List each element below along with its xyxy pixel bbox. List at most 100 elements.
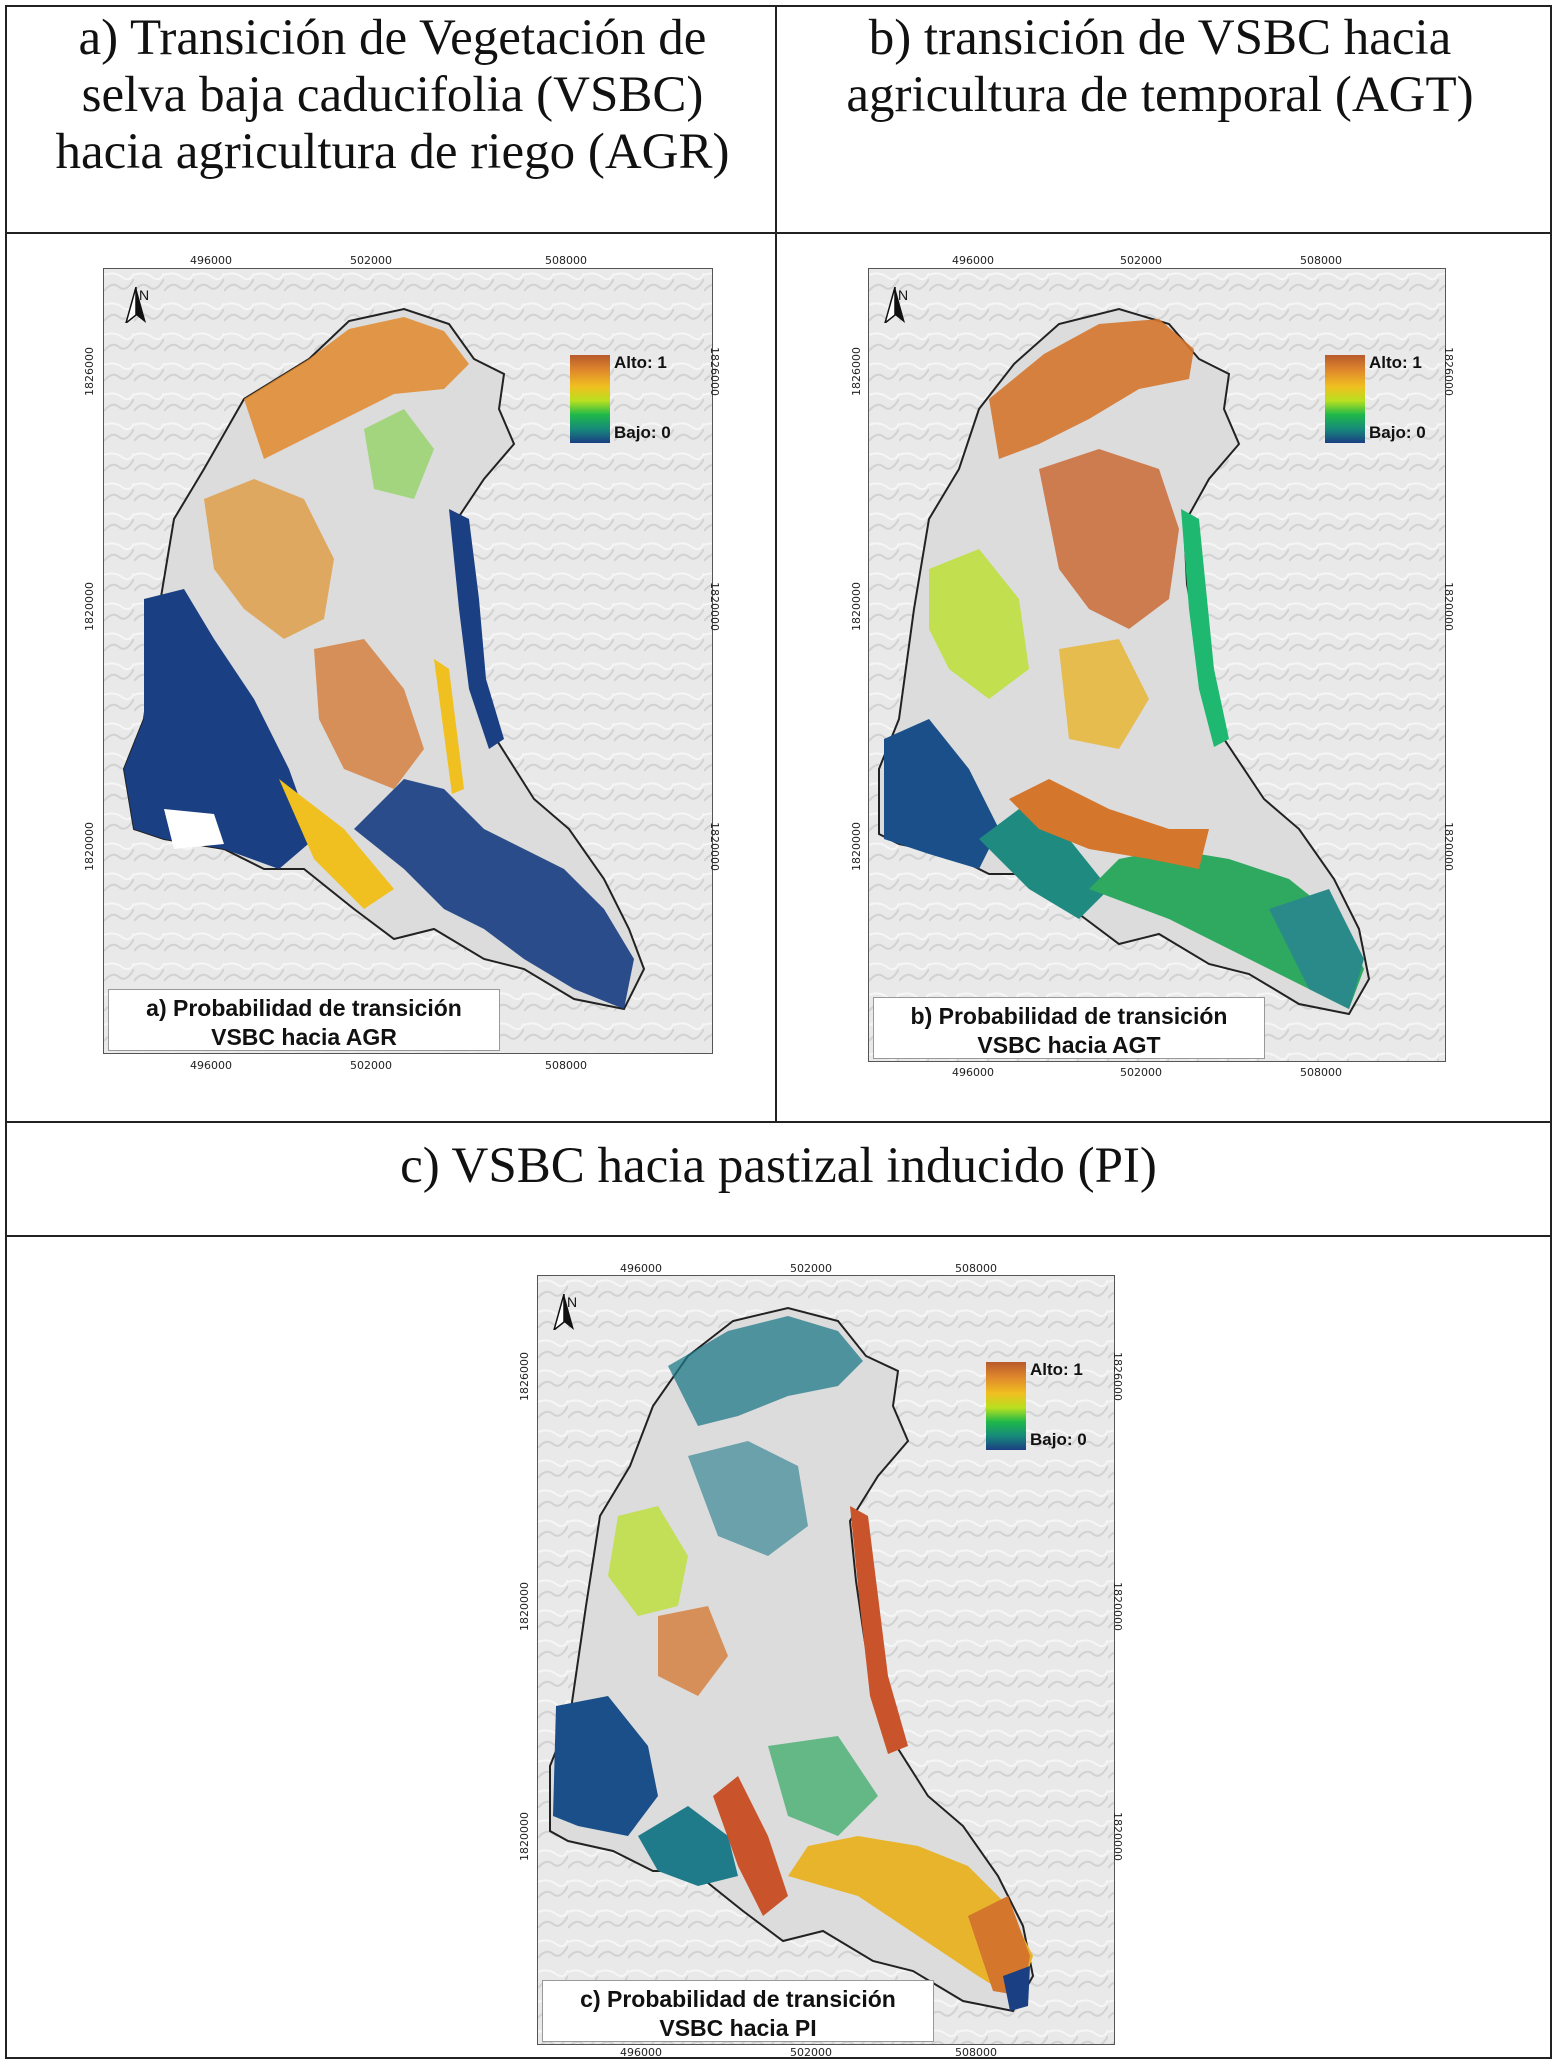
y-tick-left: 1820000 — [518, 1812, 531, 1861]
north-label: N — [138, 287, 150, 303]
x-tick-top: 496000 — [620, 1262, 662, 1275]
green-probability-zone — [1181, 509, 1229, 747]
green-probability-zone — [1089, 849, 1364, 1009]
x-tick-top: 496000 — [190, 254, 232, 267]
mid-probability-zone — [608, 1506, 688, 1616]
x-tick-bottom: 508000 — [545, 1059, 587, 1072]
mid-probability-zone — [788, 1836, 1033, 2001]
white-gap — [164, 809, 224, 849]
high-probability-zone — [968, 1896, 1030, 1996]
legend-low-label: Bajo: 0 — [1369, 423, 1426, 442]
mid-probability-zone — [434, 659, 464, 794]
panel-a-title: a) Transición de Vegetación de selva baj… — [55, 10, 730, 180]
column-divider-top — [775, 5, 777, 1121]
table-frame — [5, 5, 1552, 2059]
y-tick-left: 1820000 — [83, 582, 96, 631]
caption-line-1: c) Probabilidad de transición — [580, 1986, 896, 2012]
low-probability-zone — [449, 509, 504, 749]
panel-c-title: c) VSBC hacia pastizal inducido (PI) — [400, 1138, 1157, 1194]
green-probability-zone — [364, 409, 434, 499]
map-b-graphic — [869, 269, 1445, 1061]
y-tick-right: 1820000 — [708, 582, 721, 631]
high-probability-zone — [713, 1776, 788, 1916]
low-probability-zone — [354, 779, 634, 1009]
x-tick-bottom: 496000 — [620, 2046, 662, 2059]
y-tick-right: 1826000 — [708, 347, 721, 396]
y-tick-right: 1820000 — [1442, 582, 1455, 631]
x-tick-top: 508000 — [1300, 254, 1342, 267]
high-probability-zone — [658, 1606, 728, 1696]
y-tick-left: 1820000 — [850, 582, 863, 631]
north-arrow-icon: N — [883, 287, 923, 323]
x-tick-bottom: 502000 — [790, 2046, 832, 2059]
x-tick-top: 496000 — [952, 254, 994, 267]
caption-line-2: VSBC hacia PI — [659, 2015, 817, 2041]
y-tick-left: 1820000 — [518, 1582, 531, 1631]
y-tick-right: 1826000 — [1111, 1352, 1124, 1401]
high-probability-zone — [989, 319, 1194, 459]
teal-probability-zone — [638, 1806, 738, 1886]
x-tick-bottom: 508000 — [955, 2046, 997, 2059]
legend-colorbar — [1325, 355, 1365, 443]
x-tick-bottom: 502000 — [350, 1059, 392, 1072]
x-tick-top: 508000 — [545, 254, 587, 267]
y-tick-left: 1826000 — [850, 347, 863, 396]
map-c-graphic — [538, 1276, 1114, 2044]
north-arrow-icon: N — [552, 1294, 592, 1330]
caption-line-2: VSBC hacia AGR — [211, 1024, 397, 1050]
y-tick-left: 1826000 — [83, 347, 96, 396]
legend-low-label: Bajo: 0 — [1030, 1430, 1087, 1449]
low-probability-zone — [1003, 1966, 1030, 2011]
map-panel-b: N Alto: 1 Bajo: 0 b) Probabilidad de tra… — [868, 268, 1446, 1062]
legend-high-label: Alto: 1 — [1030, 1360, 1083, 1379]
y-tick-right: 1820000 — [1111, 1582, 1124, 1631]
y-tick-left: 1820000 — [83, 822, 96, 871]
x-tick-top: 502000 — [350, 254, 392, 267]
map-panel-c: N Alto: 1 Bajo: 0 c) Probabilidad de tra… — [537, 1275, 1115, 2045]
legend-colorbar — [986, 1362, 1026, 1450]
green-probability-zone — [768, 1736, 878, 1836]
teal-probability-zone — [1269, 889, 1364, 1009]
mid-probability-zone — [929, 549, 1029, 699]
x-tick-top: 502000 — [1120, 254, 1162, 267]
high-probability-zone — [244, 317, 469, 459]
low-probability-zone — [553, 1696, 658, 1836]
north-label: N — [897, 287, 909, 303]
y-tick-left: 1820000 — [850, 822, 863, 871]
y-tick-right: 1826000 — [1442, 347, 1455, 396]
y-tick-right: 1820000 — [1111, 1812, 1124, 1861]
x-tick-bottom: 508000 — [1300, 1066, 1342, 1079]
high-probability-zone — [850, 1506, 908, 1754]
x-tick-top: 508000 — [955, 1262, 997, 1275]
high-probability-zone — [314, 639, 424, 789]
x-tick-bottom: 496000 — [952, 1066, 994, 1079]
map-a-graphic — [104, 269, 712, 1053]
panel-b-title: b) transición de VSBC hacia agricultura … — [846, 10, 1474, 123]
row-divider-1 — [5, 232, 1552, 234]
north-arrow-icon: N — [124, 287, 164, 323]
high-probability-zone — [1039, 449, 1179, 629]
map-caption: b) Probabilidad de transición VSBC hacia… — [873, 997, 1265, 1059]
north-label: N — [566, 1294, 578, 1310]
caption-line-1: b) Probabilidad de transición — [910, 1003, 1228, 1029]
y-tick-right: 1820000 — [708, 822, 721, 871]
legend-high-label: Alto: 1 — [1369, 353, 1422, 372]
y-tick-left: 1826000 — [518, 1352, 531, 1401]
caption-line-1: a) Probabilidad de transición — [146, 995, 462, 1021]
teal-probability-zone — [688, 1441, 808, 1556]
low-probability-zone — [884, 719, 999, 869]
low-probability-zone — [124, 589, 314, 869]
row-divider-3 — [5, 1235, 1552, 1237]
legend-low-label: Bajo: 0 — [614, 423, 671, 442]
mid-probability-zone — [1059, 639, 1149, 749]
row-divider-2 — [5, 1121, 1552, 1123]
legend-colorbar — [570, 355, 610, 443]
caption-line-2: VSBC hacia AGT — [977, 1032, 1161, 1058]
y-tick-right: 1820000 — [1442, 822, 1455, 871]
mid-probability-zone — [279, 779, 394, 909]
map-caption: a) Probabilidad de transición VSBC hacia… — [108, 989, 500, 1051]
x-tick-top: 502000 — [790, 1262, 832, 1275]
x-tick-bottom: 496000 — [190, 1059, 232, 1072]
high-probability-zone — [204, 479, 334, 639]
map-caption: c) Probabilidad de transición VSBC hacia… — [542, 1980, 934, 2042]
